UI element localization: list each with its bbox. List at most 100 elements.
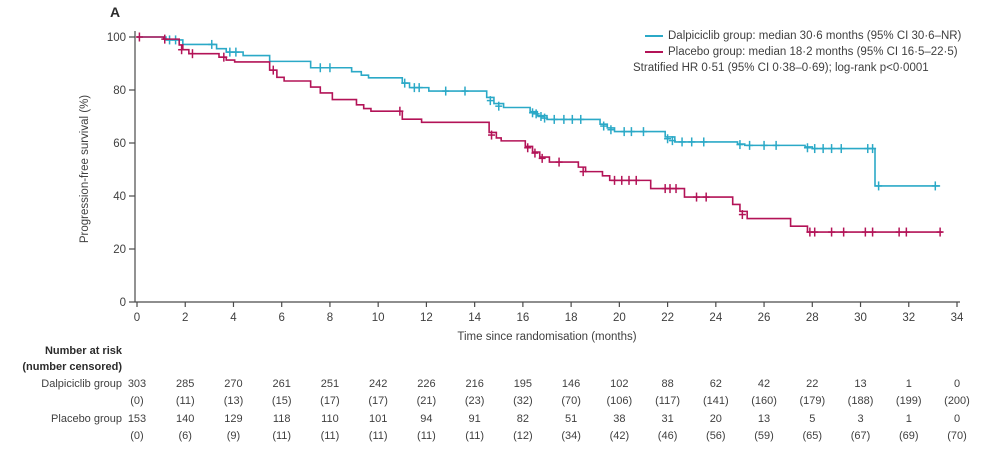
- risk-censored: (11): [465, 430, 485, 442]
- x-tick-label: 18: [565, 312, 578, 324]
- risk-censored: (65): [802, 430, 823, 442]
- risk-count: 242: [368, 378, 388, 390]
- risk-censored: (15): [271, 395, 292, 407]
- y-tick-label: 100: [107, 32, 126, 44]
- risk-count: 101: [368, 413, 388, 425]
- x-tick-label: 24: [709, 312, 722, 324]
- risk-censored: (0): [130, 395, 144, 407]
- risk-count: 146: [561, 378, 581, 390]
- risk-censored: (11): [320, 430, 340, 442]
- risk-count: 110: [321, 413, 339, 425]
- risk-count: 261: [272, 378, 291, 390]
- risk-censored: (21): [416, 395, 437, 407]
- x-tick-label: 14: [468, 312, 481, 324]
- x-tick-label: 30: [854, 312, 867, 324]
- risk-censored: (11): [368, 430, 388, 442]
- survival-curves: [135, 32, 944, 237]
- risk-count: 216: [465, 378, 484, 390]
- legend-label-placebo: Placebo group: median 18·2 months (95% C…: [668, 46, 958, 58]
- risk-count: 62: [709, 378, 722, 390]
- risk-censored: (59): [754, 430, 774, 442]
- risk-count: 285: [176, 378, 195, 390]
- risk-censored: (70): [947, 430, 967, 442]
- risk-table-header-line1: Number at risk: [44, 345, 122, 357]
- risk-count: 1: [905, 378, 912, 390]
- x-tick-label: 22: [661, 312, 674, 324]
- risk-count: 13: [757, 413, 771, 425]
- risk-censored: (6): [178, 430, 192, 442]
- x-tick-label: 10: [372, 312, 385, 324]
- risk-row-label-dalpiciclib: Dalpiciclib group: [41, 378, 122, 390]
- risk-censored: (200): [944, 395, 970, 407]
- risk-count: 1: [905, 413, 912, 425]
- risk-count: 94: [420, 413, 433, 425]
- y-tick-label: 40: [113, 191, 126, 203]
- risk-count: 88: [661, 378, 674, 390]
- panel-label: A: [110, 4, 121, 20]
- risk-count: 118: [272, 413, 291, 425]
- risk-count: 3: [857, 413, 864, 425]
- x-tick-label: 26: [758, 312, 771, 324]
- y-tick-label: 80: [113, 85, 126, 97]
- legend: Dalpiciclib group: median 30·6 months (9…: [633, 28, 961, 76]
- legend-annotation: Stratified HR 0·51 (95% CI 0·38–0·69); l…: [633, 62, 929, 74]
- y-axis-title: Progression-free survival (%): [79, 95, 91, 243]
- risk-censored: (17): [368, 395, 388, 407]
- risk-count: 129: [224, 413, 243, 425]
- risk-censored: (17): [320, 395, 340, 407]
- risk-count: 42: [757, 378, 771, 390]
- legend-label-dalpiciclib: Dalpiciclib group: median 30·6 months (9…: [668, 30, 962, 42]
- risk-censored: (42): [609, 430, 630, 442]
- x-tick-label: 32: [902, 312, 915, 324]
- risk-count: 0: [953, 413, 961, 425]
- risk-censored: (199): [895, 395, 922, 407]
- risk-censored: (11): [175, 395, 195, 407]
- risk-censored: (179): [799, 395, 826, 407]
- risk-censored: (11): [417, 430, 436, 442]
- risk-count: 303: [127, 378, 147, 390]
- risk-censored: (9): [226, 430, 241, 442]
- risk-count: 82: [516, 413, 529, 425]
- risk-count: 5: [809, 413, 816, 425]
- risk-censored: (106): [606, 395, 633, 407]
- risk-censored: (12): [513, 430, 533, 442]
- risk-count: 20: [709, 413, 722, 425]
- risk-count: 13: [854, 378, 867, 390]
- risk-censored: (67): [850, 430, 871, 442]
- x-tick-label: 2: [182, 312, 188, 324]
- risk-count: 51: [564, 413, 578, 425]
- risk-censored: (56): [706, 430, 726, 442]
- y-tick-label: 20: [113, 244, 126, 256]
- x-tick-label: 28: [806, 312, 819, 324]
- risk-row-label-placebo: Placebo group: [51, 413, 122, 425]
- x-axis-title: Time since randomisation (months): [457, 331, 636, 343]
- x-tick-label: 34: [951, 312, 964, 324]
- km-curve-dalpiciclib-group: [137, 36, 941, 187]
- y-tick-label: 0: [120, 297, 126, 309]
- risk-count: 0: [953, 378, 961, 390]
- risk-censored: (188): [847, 395, 874, 407]
- x-tick-label: 0: [134, 312, 140, 324]
- risk-censored: (23): [464, 395, 485, 407]
- risk-censored: (32): [513, 395, 533, 407]
- x-tick-label: 12: [420, 312, 433, 324]
- risk-censored: (160): [751, 395, 777, 407]
- risk-count: 22: [806, 378, 819, 390]
- dalpiciclib-line-swatch: [645, 35, 663, 37]
- y-tick-label: 60: [113, 138, 126, 150]
- risk-censored: (13): [223, 395, 244, 407]
- x-tick-label: 16: [516, 312, 529, 324]
- risk-censored: (117): [655, 395, 681, 407]
- placebo-line-swatch: [645, 51, 663, 53]
- risk-count: 102: [610, 378, 629, 390]
- risk-table-header-line2: (number censored): [22, 361, 122, 373]
- risk-count: 91: [468, 413, 481, 425]
- risk-censored: (70): [561, 395, 581, 407]
- risk-censored: (46): [657, 430, 678, 442]
- risk-count: 270: [224, 378, 243, 390]
- risk-censored: (141): [702, 395, 729, 407]
- risk-censored: (69): [898, 430, 919, 442]
- risk-censored: (0): [130, 430, 144, 442]
